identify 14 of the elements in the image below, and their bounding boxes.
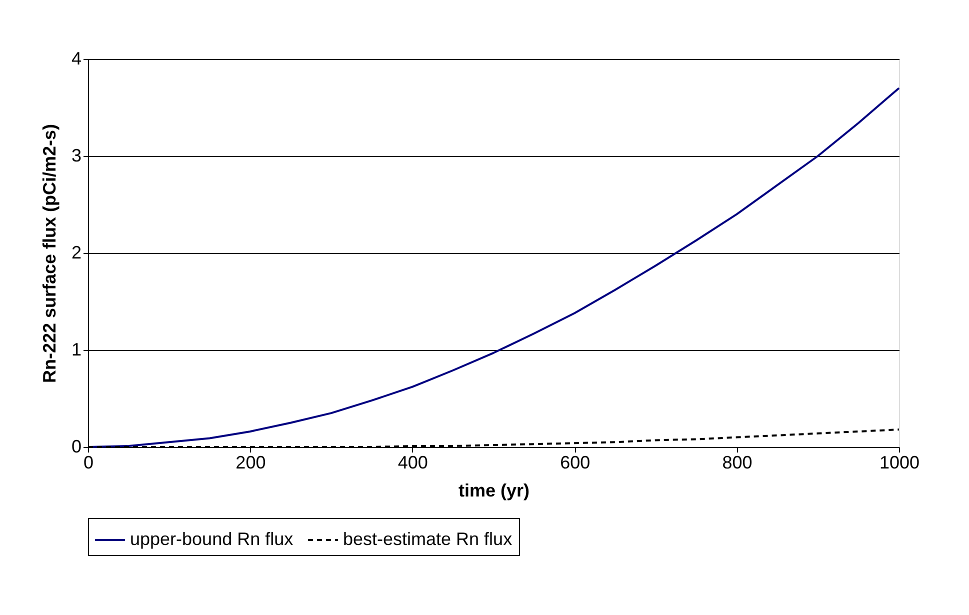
x-tick-label: 1000 (879, 452, 920, 472)
y-tick-label: 4 (71, 48, 82, 68)
y-axis-title: Rn-222 surface flux (pCi/m2-s) (39, 124, 60, 384)
x-tick-label: 800 (722, 452, 752, 472)
x-tick-label: 600 (560, 452, 590, 472)
legend-label: upper-bound Rn flux (130, 529, 294, 549)
y-tick-label: 3 (71, 146, 82, 166)
y-tick-label: 1 (71, 340, 82, 360)
legend-label: best-estimate Rn flux (343, 529, 512, 549)
x-tick-label: 400 (398, 452, 428, 472)
y-tick-label: 2 (71, 242, 82, 262)
y-tick-label: 0 (71, 436, 82, 456)
x-axis-title: time (yr) (458, 480, 530, 500)
x-tick-label: 200 (236, 452, 266, 472)
